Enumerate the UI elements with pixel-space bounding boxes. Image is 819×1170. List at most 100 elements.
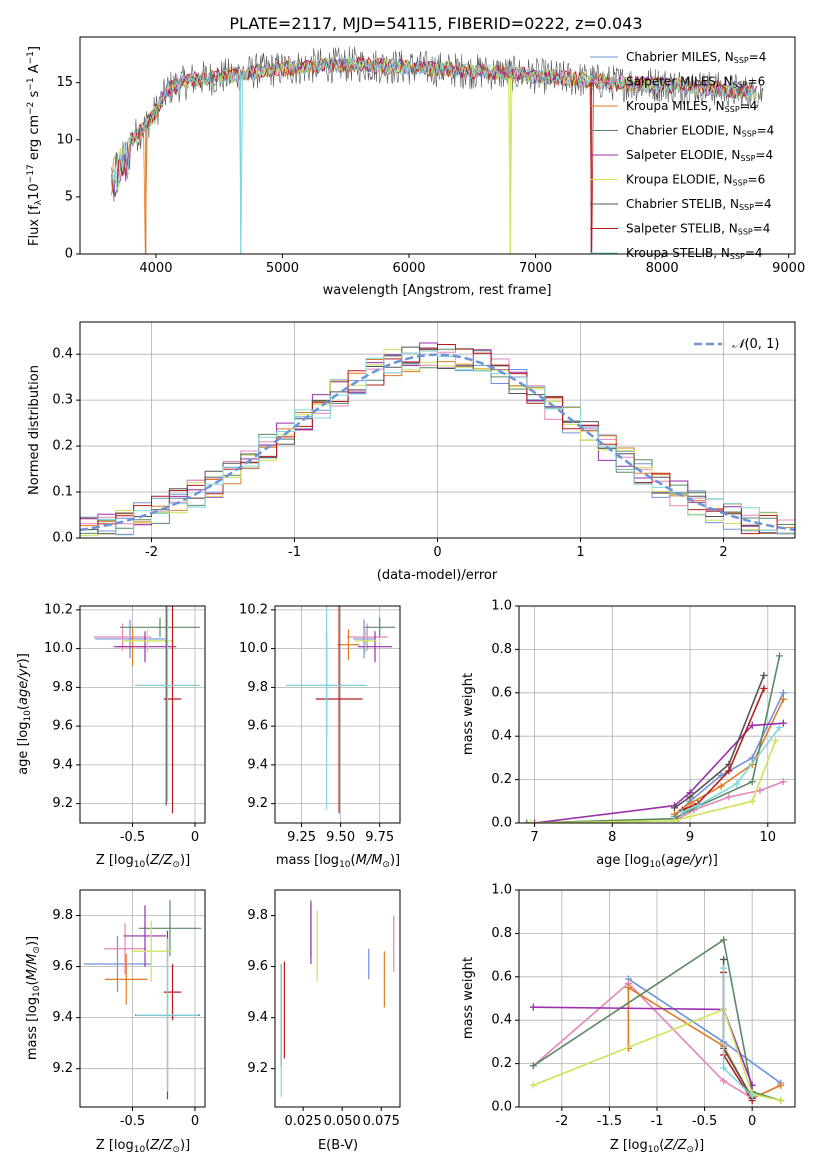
errorbar-point bbox=[163, 606, 182, 814]
legend-label: Salpeter STELIB, NSSP=4 bbox=[626, 222, 770, 237]
y-tick-label: 10.2 bbox=[44, 602, 73, 617]
axes-frame bbox=[79, 605, 206, 824]
x-tick-label: 10 bbox=[760, 830, 777, 845]
data-marker bbox=[670, 817, 678, 823]
axes-frame bbox=[79, 889, 206, 1108]
mass-weight-series-8 bbox=[681, 727, 781, 813]
x-tick-label: -0.5 bbox=[692, 1114, 717, 1129]
y-tick-label: 9.8 bbox=[52, 680, 73, 695]
errorbar-point bbox=[122, 629, 173, 653]
errorbar-point bbox=[93, 623, 152, 651]
y-tick-label: 0.2 bbox=[491, 772, 512, 787]
x-axis-label: (data-model)/error bbox=[377, 568, 498, 583]
x-tick-label: 0 bbox=[748, 1114, 756, 1129]
panel-mass-vs-EBV: 0.025 0.050 0.075 9.2 9.4 9.6 9.8 E(B-V) bbox=[247, 889, 401, 1153]
plot-area bbox=[111, 46, 764, 254]
errorbar-point bbox=[337, 629, 360, 661]
data-marker bbox=[756, 786, 764, 794]
y-tick-label: 0.8 bbox=[491, 642, 512, 657]
data-marker bbox=[779, 719, 787, 727]
y-tick-label: 0.4 bbox=[491, 729, 512, 744]
x-tick-label: 9.75 bbox=[365, 830, 394, 845]
y-tick-label: 0.0 bbox=[491, 1100, 512, 1115]
data-marker bbox=[725, 793, 733, 801]
errorbar-point bbox=[95, 619, 165, 659]
data-marker bbox=[777, 1096, 785, 1104]
x-tick-label: 4000 bbox=[139, 261, 172, 276]
errorbar-point bbox=[163, 964, 182, 1021]
y-tick-label: 0.2 bbox=[491, 1056, 512, 1071]
data-marker bbox=[748, 1092, 756, 1100]
errorbar-point bbox=[354, 629, 377, 653]
y-tick-label: 0.6 bbox=[491, 969, 512, 984]
errorbar-point bbox=[135, 606, 200, 802]
errorbar-point bbox=[103, 923, 147, 975]
y-tick-label: 9.2 bbox=[247, 1061, 268, 1076]
x-tick-label: 0.075 bbox=[363, 1114, 400, 1129]
data-marker bbox=[779, 689, 787, 697]
data-marker bbox=[686, 793, 694, 801]
x-tick-label: 7 bbox=[530, 830, 538, 845]
data-marker bbox=[624, 984, 632, 992]
panel-age-vs-Z: -0.5 0 9.2 9.4 9.6 9.8 10.0 10.2 Z [log10(Z/Z⊙)]… bbox=[16, 602, 206, 870]
x-tick-label: 7000 bbox=[519, 261, 552, 276]
legend-label: Salpeter ELODIE, NSSP=4 bbox=[626, 148, 773, 163]
x-tick-label: -1 bbox=[288, 545, 301, 560]
legend-label: Kroupa ELODIE, NSSP=6 bbox=[626, 173, 765, 188]
y-axis-label: mass weight bbox=[461, 957, 476, 1039]
normal-curve-label: (0, 1) bbox=[744, 337, 779, 352]
data-marker bbox=[529, 1062, 537, 1070]
data-marker bbox=[777, 1081, 785, 1089]
y-tick-label: 0.3 bbox=[52, 393, 73, 408]
legend-label: 𝒩(0, 1) bbox=[732, 337, 779, 352]
x-tick-label: -2 bbox=[555, 1114, 568, 1129]
x-tick-label: -0.5 bbox=[120, 1114, 145, 1129]
legend-label: Kroupa STELIB, NSSP=4 bbox=[626, 246, 763, 261]
normal-curve bbox=[80, 353, 795, 532]
y-axis-label: age [log10(age/yr)] bbox=[16, 653, 33, 775]
errorbar-point bbox=[357, 631, 393, 663]
x-tick-label: 5000 bbox=[266, 261, 299, 276]
mass-weight-series-5 bbox=[533, 1008, 781, 1102]
data-marker bbox=[529, 1003, 537, 1011]
errorbar-point bbox=[315, 606, 363, 814]
y-tick-label: 0.2 bbox=[52, 439, 73, 454]
y-tick-label: 9.8 bbox=[247, 680, 268, 695]
mass-weight-series-7 bbox=[681, 688, 765, 811]
data-marker bbox=[772, 737, 780, 745]
x-tick-label: -1 bbox=[651, 1114, 664, 1129]
y-axis-label: mass [log10(M/M⊙)] bbox=[25, 936, 42, 1060]
x-tick-label: -2 bbox=[145, 545, 158, 560]
plot-area bbox=[80, 342, 795, 538]
errorbar-point bbox=[346, 623, 388, 651]
errorbar-point bbox=[364, 617, 396, 637]
figure-title: PLATE=2117, MJD=54115, FIBERID=0222, z=0… bbox=[229, 14, 642, 33]
errorbar-point bbox=[285, 606, 368, 810]
data-marker bbox=[529, 1081, 537, 1089]
panel-age-vs-mass: 9.25 9.50 9.75 9.2 9.4 9.6 9.8 10.0 10.2 mass [lo… bbox=[239, 602, 401, 870]
y-tick-label: 9.8 bbox=[247, 908, 268, 923]
y-tick-label: 0.6 bbox=[491, 685, 512, 700]
x-tick-label: 9000 bbox=[772, 261, 805, 276]
x-tick-label: 0.050 bbox=[324, 1114, 361, 1129]
y-tick-label: 9.6 bbox=[247, 959, 268, 974]
y-axis-label: mass weight bbox=[461, 673, 476, 755]
legend-label: Chabrier MILES, NSSP=4 bbox=[626, 50, 766, 65]
data-marker bbox=[670, 804, 678, 812]
x-tick-label: 6000 bbox=[392, 261, 425, 276]
plot-area bbox=[523, 652, 787, 823]
x-tick-label: 0 bbox=[433, 545, 441, 560]
axes-frame bbox=[274, 889, 401, 1108]
data-marker bbox=[531, 819, 539, 823]
legend-label: Chabrier ELODIE, NSSP=4 bbox=[626, 124, 774, 139]
y-tick-label: 9.2 bbox=[52, 1061, 73, 1076]
panel-residuals: -2 -1 0 1 2 0.0 0.1 0.2 0.3 0.4 (data-model)/error… bbox=[27, 321, 796, 583]
data-marker bbox=[720, 955, 728, 963]
spectrum-series-6 bbox=[111, 46, 764, 202]
y-tick-label: 0.0 bbox=[52, 531, 73, 546]
data-marker bbox=[694, 802, 702, 810]
data-marker bbox=[720, 1064, 728, 1072]
y-tick-label: 9.4 bbox=[247, 1010, 268, 1025]
x-axis-label: E(B-V) bbox=[318, 1138, 358, 1153]
x-axis-label: Z [log10(Z/Z⊙)] bbox=[96, 853, 190, 870]
